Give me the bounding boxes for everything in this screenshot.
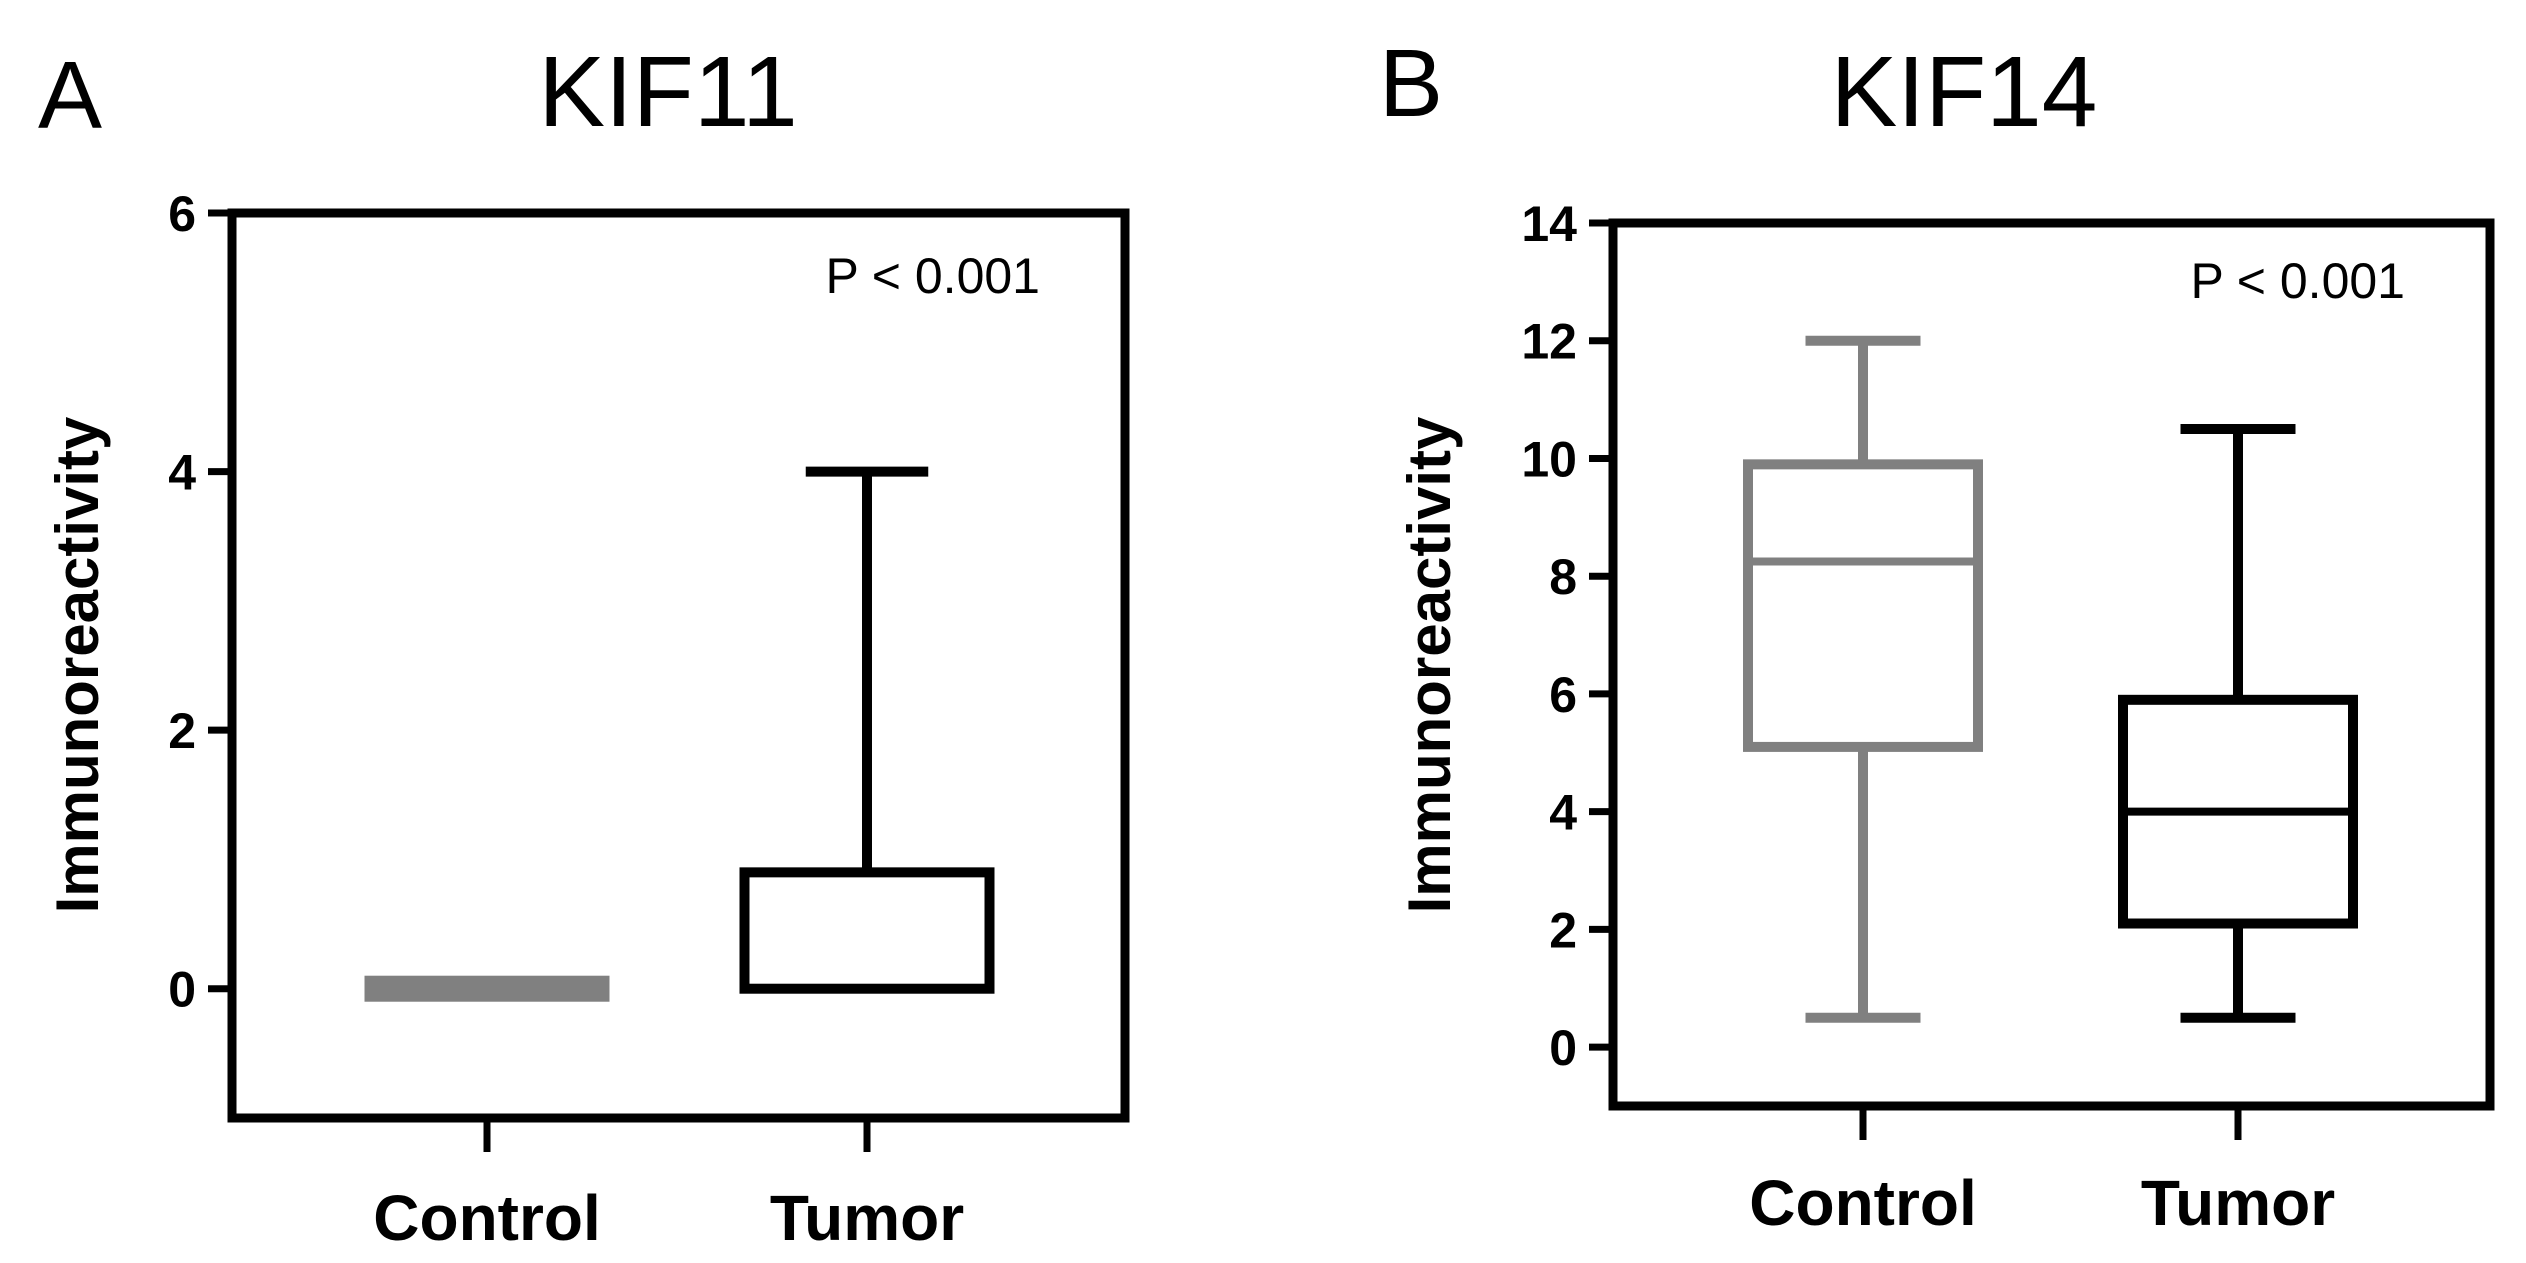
panel-letter: A [38,42,102,149]
panel-letter: B [1379,30,1443,137]
box-control [364,975,610,1002]
y-tick-label: 4 [168,445,196,501]
chart-panel-a: A KIF11 0 2 4 6 Immunoreactivity Control Tumor P … [38,36,1130,1254]
y-tick-label: 6 [168,186,196,242]
plot-frame [1608,218,2495,1111]
x-category-label: Control [1749,1167,1977,1239]
p-value-annotation: P < 0.001 [2190,253,2405,309]
y-tick-label: 12 [1521,314,1577,370]
y-tick-label: 10 [1521,431,1577,487]
x-category-label: Control [373,1182,601,1254]
chart-title: KIF11 [538,36,797,148]
chart-title: KIF14 [1831,36,2098,148]
box-body [739,867,995,994]
p-value-annotation: P < 0.001 [825,248,1040,304]
y-tick-label: 2 [1549,902,1577,958]
y-tick-label: 14 [1521,196,1577,252]
chart-panel-b: B KIF14 0 2 4 6 8 10 12 14 Immunoreactivity Control… [1379,30,2495,1239]
plot-frame [227,208,1130,1123]
box-body [1743,459,1983,752]
y-tick-label: 2 [168,703,196,759]
box-control [1743,335,1983,1023]
box-tumor [739,466,995,994]
y-tick-label: 0 [1549,1020,1577,1076]
y-tick-label: 4 [1549,785,1577,841]
box-tumor [2118,424,2358,1023]
x-category-label: Tumor [2141,1167,2335,1239]
x-category-label: Tumor [770,1182,964,1254]
y-axis-label: Immunoreactivity [1396,416,1463,913]
y-tick-label: 6 [1549,667,1577,723]
box-flat-bar [364,975,610,1002]
y-tick-label: 8 [1549,549,1577,605]
y-tick-label: 0 [168,962,196,1018]
y-axis-label: Immunoreactivity [44,416,111,913]
